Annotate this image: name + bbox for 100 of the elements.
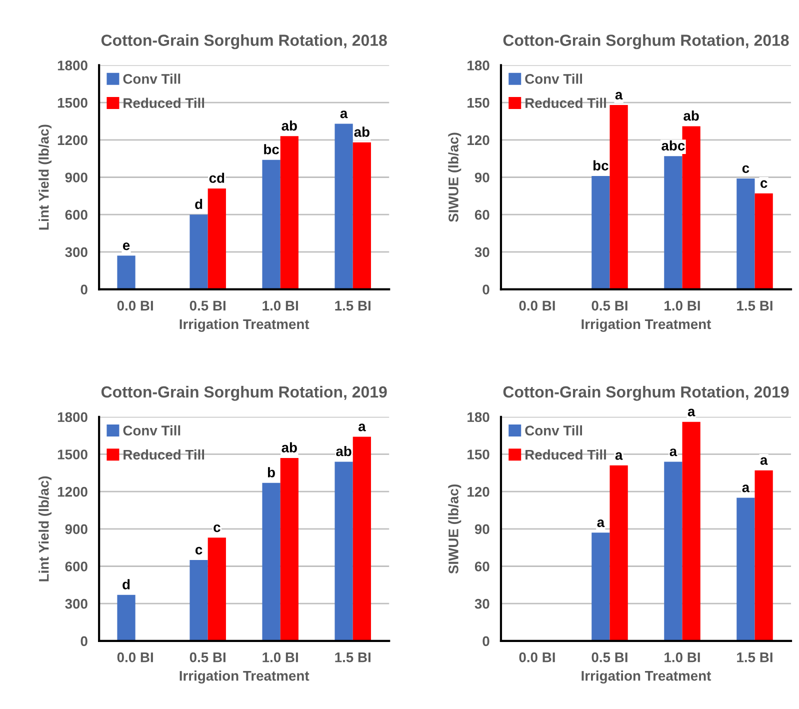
- bar: [208, 188, 226, 290]
- bar: [208, 538, 226, 641]
- data-label: a: [615, 452, 623, 460]
- data-label: ab: [684, 110, 699, 121]
- y-tick-label: 60: [474, 562, 490, 572]
- y-tick-label: 0: [80, 284, 88, 294]
- legend-label: Conv Till: [525, 74, 582, 84]
- bar: [610, 105, 628, 290]
- x-axis-title: Irrigation Treatment: [180, 318, 310, 332]
- y-tick-label: 90: [474, 172, 490, 182]
- bar: [754, 470, 773, 641]
- chart-title: Cotton-Grain Sorghum Rotation, 2019: [101, 386, 387, 401]
- x-tick-label: 0.5 BI: [592, 652, 628, 662]
- bar: [262, 160, 280, 290]
- data-label: d: [195, 198, 202, 210]
- data-label: c: [742, 165, 750, 173]
- data-label: c: [760, 180, 768, 188]
- x-tick-label: 1.5 BI: [737, 652, 772, 662]
- x-axis-title: Irrigation Treatment: [180, 670, 310, 684]
- legend-label: Reduced Till: [124, 98, 204, 108]
- y-tick-label: 0: [482, 284, 490, 294]
- x-tick-label: 1.5 BI: [335, 652, 370, 662]
- y-tick-label: 1200: [58, 135, 88, 146]
- y-tick-label: 300: [65, 598, 88, 609]
- legend-label: Reduced Till: [526, 449, 606, 460]
- data-label: a: [670, 448, 678, 456]
- data-label: ab: [282, 120, 297, 131]
- bar: [664, 156, 682, 290]
- legend-label: Reduced Till: [124, 449, 204, 460]
- legend-label: Conv Till: [123, 74, 180, 84]
- x-tick-label: 1.0 BI: [262, 652, 298, 662]
- x-axis-title: Irrigation Treatment: [582, 318, 712, 332]
- data-label: a: [615, 92, 623, 100]
- y-tick-label: 90: [474, 524, 490, 534]
- bar: [117, 256, 136, 290]
- y-axis-title: SIWUE (lb/ac): [448, 484, 462, 574]
- x-tick-label: 0.5 BI: [190, 300, 226, 311]
- y-tick-label: 150: [468, 98, 490, 108]
- bar: [190, 560, 208, 641]
- data-label: a: [358, 424, 366, 432]
- y-tick-label: 900: [65, 524, 88, 534]
- data-label: a: [340, 110, 348, 118]
- data-label: abc: [662, 140, 685, 151]
- x-tick-label: 0.5 BI: [190, 652, 226, 662]
- y-tick-label: 600: [65, 210, 88, 220]
- y-tick-label: 1800: [58, 412, 88, 422]
- legend-label: Conv Till: [123, 425, 180, 436]
- legend-label: Reduced Till: [526, 98, 606, 108]
- x-tick-label: 1.5 BI: [335, 300, 370, 311]
- data-label: d: [122, 579, 130, 590]
- bar: [334, 124, 353, 290]
- legend-label: Conv Till: [525, 425, 582, 436]
- y-tick-label: 900: [65, 172, 88, 182]
- y-axis-title: Lint Yield (lb/ac): [38, 476, 52, 582]
- y-axis-title: Lint Yield (lb/ac): [38, 124, 52, 230]
- x-tick-label: 1.0 BI: [664, 652, 700, 662]
- data-label: a: [597, 520, 605, 528]
- x-axis-title: Irrigation Treatment: [582, 670, 712, 684]
- y-tick-label: 1800: [58, 60, 88, 70]
- bar: [280, 136, 298, 290]
- y-tick-label: 180: [468, 412, 490, 422]
- y-tick-label: 300: [65, 247, 88, 258]
- x-tick-label: 0.0 BI: [519, 652, 555, 662]
- y-tick-label: 1200: [58, 486, 88, 497]
- data-label: bc: [593, 160, 608, 170]
- bar: [736, 498, 755, 641]
- bar: [352, 436, 371, 641]
- bar: [754, 193, 773, 290]
- bar: [610, 465, 628, 641]
- y-tick-label: 0: [80, 636, 88, 646]
- bar: [262, 482, 280, 641]
- bar: [592, 176, 610, 290]
- y-tick-label: 180: [468, 60, 490, 70]
- x-tick-label: 0.5 BI: [592, 300, 628, 311]
- data-label: a: [742, 484, 750, 492]
- y-tick-label: 150: [468, 450, 490, 460]
- bar: [592, 532, 610, 641]
- x-tick-label: 0.0 BI: [117, 300, 153, 311]
- x-tick-label: 1.0 BI: [664, 300, 700, 311]
- y-tick-label: 600: [65, 562, 88, 572]
- data-label: cd: [209, 172, 224, 183]
- y-tick-label: 0: [482, 636, 490, 646]
- data-label: a: [760, 457, 768, 465]
- y-tick-label: 60: [474, 210, 490, 220]
- x-tick-label: 0.0 BI: [519, 300, 555, 311]
- bar: [280, 458, 298, 641]
- data-label: c: [214, 524, 220, 532]
- data-label: ab: [282, 442, 297, 452]
- y-tick-label: 1500: [58, 450, 88, 460]
- bar: [682, 422, 700, 641]
- y-tick-label: 120: [468, 135, 490, 146]
- data-label: a: [688, 408, 696, 416]
- bar: [334, 462, 353, 641]
- y-tick-label: 30: [474, 247, 490, 258]
- data-label: e: [122, 242, 130, 250]
- y-tick-label: 1500: [58, 98, 88, 108]
- y-tick-label: 120: [468, 486, 490, 497]
- data-label: b: [268, 467, 275, 478]
- chart-title: Cotton-Grain Sorghum Rotation, 2018: [101, 34, 387, 50]
- x-tick-label: 1.0 BI: [262, 300, 298, 311]
